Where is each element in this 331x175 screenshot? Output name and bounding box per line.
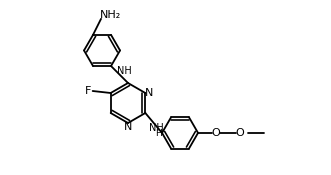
Text: NH: NH <box>117 65 132 76</box>
Text: O: O <box>212 128 220 138</box>
Text: N: N <box>145 88 154 98</box>
Text: NH₂: NH₂ <box>99 10 121 20</box>
Text: NH: NH <box>149 123 164 133</box>
Text: H: H <box>155 130 162 138</box>
Text: O: O <box>236 128 244 138</box>
Text: N: N <box>124 122 132 132</box>
Text: F: F <box>84 86 91 96</box>
